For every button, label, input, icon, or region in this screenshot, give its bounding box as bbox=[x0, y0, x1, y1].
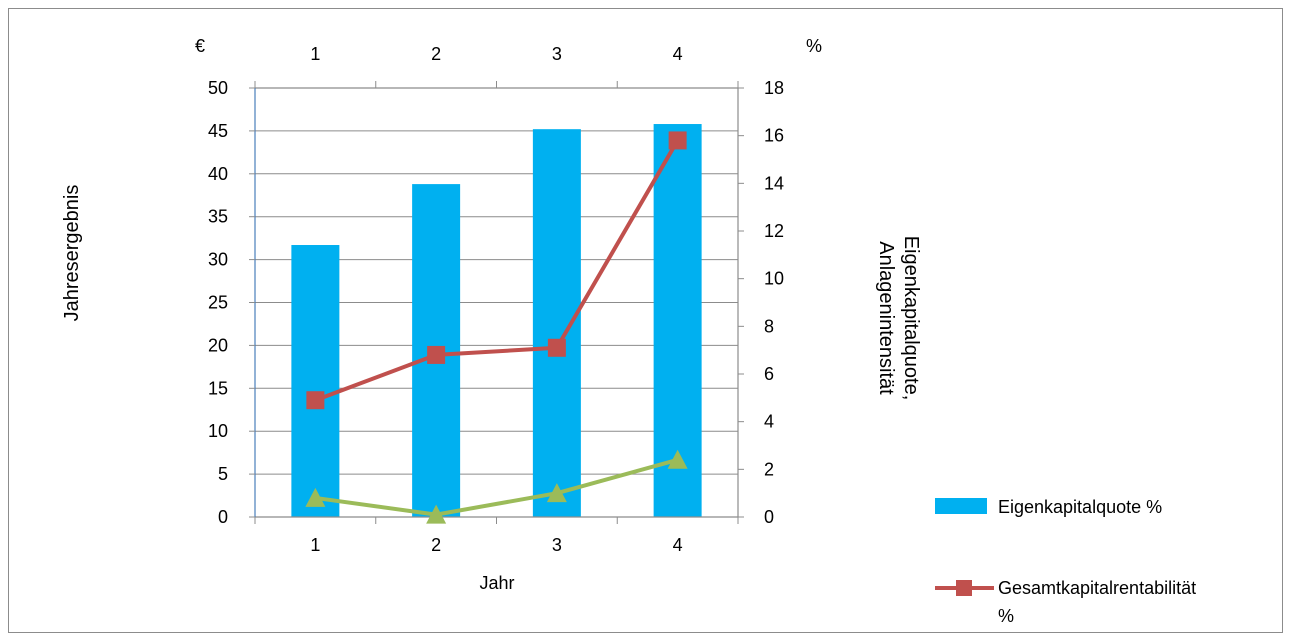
y-left-tick-label: 5 bbox=[218, 464, 228, 484]
legend-label-line-2: % bbox=[998, 606, 1014, 626]
y-right-tick-label: 4 bbox=[764, 412, 774, 432]
x-axis-title: Jahr bbox=[479, 573, 514, 593]
legend-label-line-1: Gesamtkapitalrentabilität bbox=[998, 578, 1196, 598]
line-series bbox=[305, 131, 687, 523]
legend-label-bar: Eigenkapitalquote % bbox=[998, 497, 1162, 517]
x-top-tick-label: 4 bbox=[673, 44, 683, 64]
y-axis-right-title-line2: Anlagenintensität bbox=[875, 241, 897, 395]
legend: Eigenkapitalquote % Gesamtkapitalrentabi… bbox=[935, 497, 1196, 626]
square-marker bbox=[427, 346, 445, 364]
x-top-tick-label: 1 bbox=[310, 44, 320, 64]
y-left-tick-label: 0 bbox=[218, 507, 228, 527]
x-top-tick-label: 3 bbox=[552, 44, 562, 64]
square-marker bbox=[669, 131, 687, 149]
series-line bbox=[315, 140, 677, 400]
y-right-tick-label: 14 bbox=[764, 173, 784, 193]
y-right-tick-label: 10 bbox=[764, 269, 784, 289]
x-bottom-tick-label: 2 bbox=[431, 535, 441, 555]
x-bottom-tick-label: 3 bbox=[552, 535, 562, 555]
y-left-tick-label: 30 bbox=[208, 250, 228, 270]
x-bottom-tick-label: 4 bbox=[673, 535, 683, 555]
bar bbox=[291, 245, 339, 517]
x-top-tick-label: 2 bbox=[431, 44, 441, 64]
y-right-tick-label: 12 bbox=[764, 221, 784, 241]
bar-series bbox=[291, 124, 701, 517]
y-left-tick-label: 15 bbox=[208, 378, 228, 398]
y-left-tick-label: 40 bbox=[208, 164, 228, 184]
x-bottom-tick-label: 1 bbox=[310, 535, 320, 555]
series-line bbox=[315, 460, 677, 515]
legend-swatch-bar bbox=[935, 498, 987, 514]
y-axis-left-title: Jahresergebnis bbox=[61, 185, 83, 322]
y-right-tick-label: 2 bbox=[764, 459, 774, 479]
y-right-tick-label: 0 bbox=[764, 507, 774, 527]
y-left-tick-label: 50 bbox=[208, 78, 228, 98]
y-left-tick-label: 25 bbox=[208, 293, 228, 313]
y-left-tick-label: 20 bbox=[208, 335, 228, 355]
y-right-tick-label: 18 bbox=[764, 78, 784, 98]
bar bbox=[533, 129, 581, 517]
y-left-tick-label: 10 bbox=[208, 421, 228, 441]
y-axis-right-title-line1: Eigenkapitalquote, bbox=[900, 236, 922, 401]
square-marker bbox=[306, 391, 324, 409]
legend-swatch-marker bbox=[956, 580, 972, 596]
y-right-tick-label: 6 bbox=[764, 364, 774, 384]
square-marker bbox=[548, 339, 566, 357]
y-left-tick-label: 45 bbox=[208, 121, 228, 141]
y-left-tick-label: 35 bbox=[208, 207, 228, 227]
y-right-tick-label: 16 bbox=[764, 126, 784, 146]
y-right-tick-label: 8 bbox=[764, 316, 774, 336]
unit-left-label: € bbox=[195, 36, 205, 56]
unit-right-label: % bbox=[806, 36, 822, 56]
